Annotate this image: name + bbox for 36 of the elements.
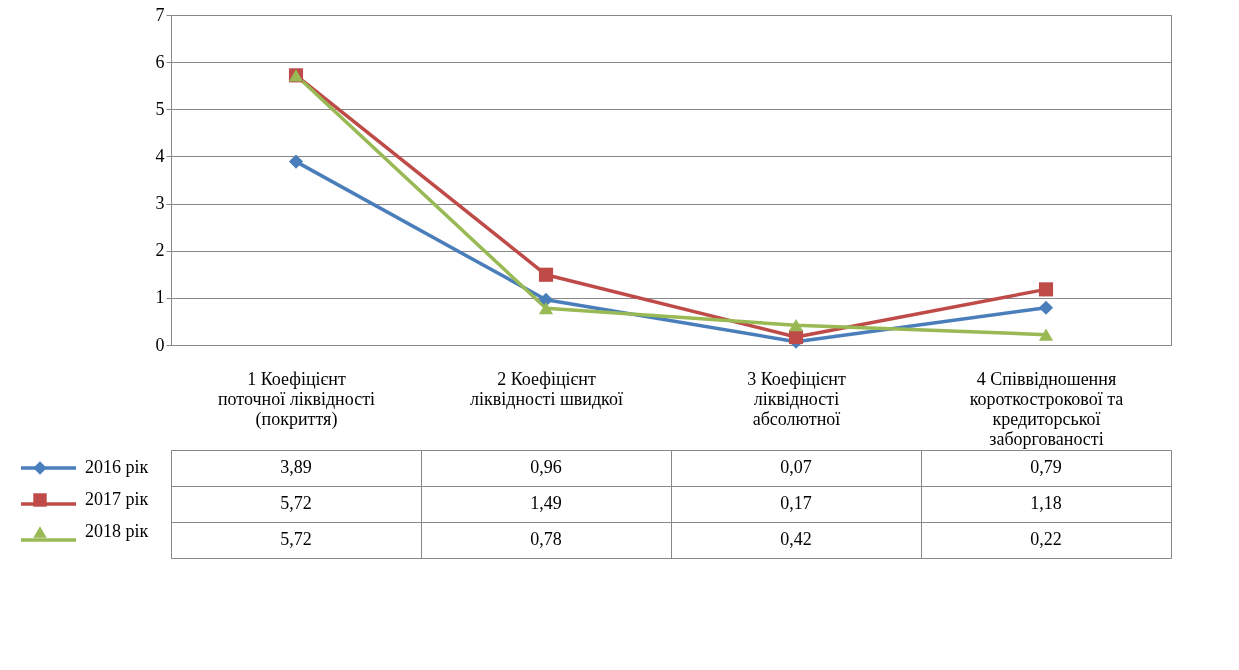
data-label: 0,96 [530,457,562,477]
y-tick-label: 1 [155,287,165,308]
data-label: 0,79 [1030,457,1062,477]
y-tick-label: 4 [155,145,165,166]
x-tick-label: 1 Коефіцієнт поточної ліквідності (покриття) [217,368,376,430]
point [538,302,554,315]
legend-label: 2018 рік [85,521,149,541]
data-label: 0,07 [780,457,812,477]
point [288,154,304,169]
data-label: 0,78 [530,529,562,549]
point [788,319,804,332]
point [538,292,554,307]
point [1038,300,1054,315]
y-tick-label: 6 [155,51,165,72]
data-label: 1,49 [530,493,562,513]
x-tick-label: 2 Коефіцієнт ліквідності швидкої [470,368,623,409]
y-tick-label: 0 [155,334,165,355]
point [1038,282,1054,297]
point [1038,328,1054,341]
y-tick-label: 5 [155,98,165,119]
y-tick-label: 3 [155,193,165,214]
legend-label: 2017 рік [85,489,149,509]
x-tick-label: 4 Співвідношення короткострокової та кредиторської заборгованості [969,368,1124,449]
y-tick-label: 2 [155,240,165,261]
x-tick-label: 3 Коефіцієнт ліквідності абсолютної [747,368,846,429]
legend-label: 2016 рік [85,457,149,477]
data-label: 1,18 [1030,493,1062,513]
data-label: 3,89 [280,457,312,477]
y-tick-label: 7 [155,4,165,25]
data-label: 5,72 [280,493,312,513]
point [538,267,554,282]
data-label: 0,42 [780,529,812,549]
data-label: 0,17 [780,493,812,513]
data-label: 0,22 [1030,529,1062,549]
data-label: 5,72 [280,529,312,549]
point [788,329,804,345]
